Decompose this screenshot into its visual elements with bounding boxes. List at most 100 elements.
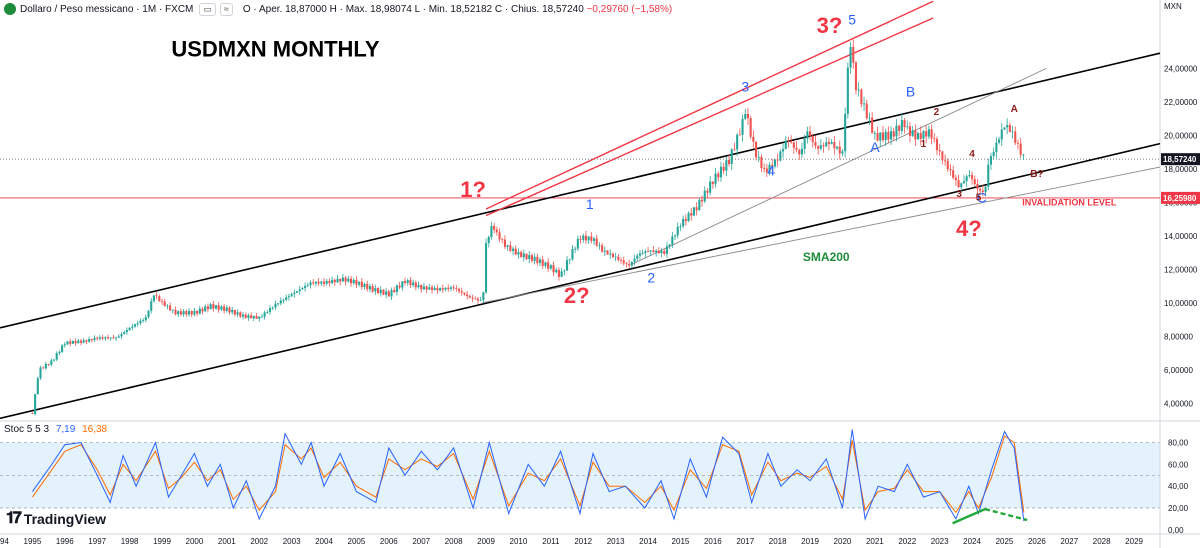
price-tick-label: 24,00000 [1164,64,1198,73]
annotation-label: USDMXN MONTHLY [171,37,380,62]
red-upper-2-line [485,17,934,217]
candle-body [341,277,344,282]
candle-body [852,46,855,63]
candle-body [557,269,560,277]
price-level-label: 16,25980 [1163,194,1197,203]
candle-body [576,238,579,249]
candle-body [1008,124,1011,132]
candle-body [930,129,933,139]
candle-body [493,226,496,230]
candle-body [42,367,45,369]
candle-body [1022,154,1025,156]
candle-body [601,245,604,252]
candle-body [520,252,523,258]
candle-body [255,315,258,319]
candle-body [498,232,501,240]
candle-body [455,288,458,289]
stoch-legend[interactable]: Stoc 5 5 3 7,19 16,38 [4,424,107,435]
approx-icon[interactable]: ≈ [219,2,233,16]
candle-body [960,183,963,188]
candle-body [987,164,990,187]
candle-body [684,218,687,221]
candle-body [306,285,309,286]
candle-body [979,188,982,191]
candle-body [295,291,299,293]
candle-body [223,306,226,311]
candle-body [822,145,825,147]
candle-body [868,117,871,119]
candle-body [387,291,390,297]
candle-body [857,89,860,91]
candle-body [884,131,887,141]
candle-body [827,142,831,144]
symbol-title[interactable]: Dollaro / Peso messicano · 1M · FXCM [20,3,194,15]
candle-body [671,236,674,245]
candle-body [457,288,461,292]
candle-body [814,142,817,146]
time-tick-label: 2027 [1060,537,1078,546]
candle-body [763,168,766,169]
candle-body [692,207,695,216]
time-tick-label: 1996 [56,537,74,546]
candle-body [214,305,218,309]
candle-body [895,125,898,137]
candle-body [271,307,274,309]
candle-body [403,281,407,284]
candle-body [944,160,947,162]
candle-body [563,270,566,272]
time-tick-label: 1999 [153,537,171,546]
candle-body [768,164,771,173]
candle-body [231,309,234,313]
tradingview-logo-icon: 𝟏𝟕 [6,510,22,527]
candle-body [436,287,439,291]
time-tick-label: 2012 [574,537,592,546]
candle-body [792,142,795,148]
time-tick-label: 2018 [769,537,787,546]
candle-body [136,323,139,325]
candle-body [800,148,804,155]
candle-body [390,290,393,297]
candle-body [50,360,53,365]
candle-body [479,299,482,301]
axes-group: 4,00000 6,00000 8,00000 10,00000 12,00000 14,… [0,64,1200,546]
candle-body [741,118,744,135]
time-tick-label: 1995 [24,537,42,546]
candle-body [93,337,96,341]
candle-body [655,250,658,253]
candle-body [592,238,596,241]
time-tick-label: 2020 [834,537,852,546]
candle-body [819,145,822,149]
candle-body [163,301,166,307]
candle-body [908,126,912,136]
candle-body [992,152,995,157]
candle-body [676,226,679,236]
currency-unit-label[interactable]: MXN [1164,2,1182,11]
candle-body [609,253,612,255]
candle-body [1006,124,1009,128]
tradingview-logo[interactable]: 𝟏𝟕 TradingView [6,510,106,528]
stoch-tick-label: 80,00 [1168,439,1189,448]
candle-body [252,315,255,319]
annotation-label: 3 [741,79,749,95]
candle-body [171,309,174,311]
candle-body [220,306,223,310]
candle-body [366,283,369,290]
candle-body [549,265,552,269]
candle-body [187,311,191,315]
candle-body [811,135,814,143]
annotation-label: 2 [934,107,940,118]
candle-body [1003,127,1006,130]
candle-body [628,264,631,266]
candle-body [47,363,50,365]
annotation-label: 1 [586,196,594,212]
candle-body [606,250,609,255]
time-tick-label: 1997 [88,537,106,546]
candle-body [401,281,404,288]
candle-body [277,303,280,305]
candle-body [444,287,447,290]
compare-icon[interactable]: ▭ [199,2,216,16]
time-tick-label: 2025 [996,537,1014,546]
candle-body [536,256,539,264]
price-level-badge [1161,191,1200,204]
